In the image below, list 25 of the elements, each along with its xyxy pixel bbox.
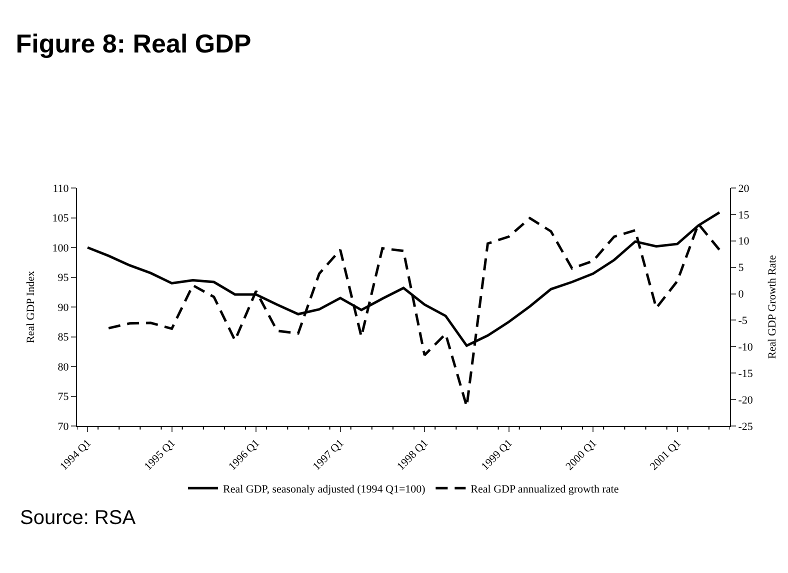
legend-label: Real GDP annualized growth rate — [470, 483, 619, 496]
y2-tick-label: 15 — [738, 209, 750, 222]
y2-tick-label: -20 — [738, 394, 754, 406]
y2-tick-label: 5 — [738, 262, 744, 274]
y-tick-label: 90 — [58, 302, 70, 314]
y2-tick-label: 20 — [738, 182, 750, 195]
y2-tick-label: -15 — [738, 368, 754, 380]
y-axis-title: Real GDP Index — [24, 270, 37, 344]
chart-title: Figure 8: Real GDP — [16, 28, 252, 59]
y-tick-label: 105 — [52, 212, 70, 225]
legend-label: Real GDP, seasonaly adjusted (1994 Q1=100) — [223, 483, 426, 496]
y-tick-label: 100 — [52, 242, 70, 254]
y-tick-label: 80 — [58, 361, 70, 374]
y2-tick-label: -10 — [738, 342, 754, 354]
y-tick-label: 75 — [58, 391, 70, 404]
y-tick-label: 70 — [58, 420, 70, 433]
y2-tick-label: -25 — [738, 420, 754, 433]
y2-tick-label: 0 — [738, 288, 744, 301]
source-note: Source: RSA — [20, 507, 136, 529]
y-tick-label: 95 — [58, 272, 70, 284]
y2-axis-title: Real GDP Growth Rate — [766, 255, 779, 359]
y2-tick-label: -5 — [738, 315, 748, 328]
y-tick-label: 110 — [52, 182, 70, 195]
y-tick-label: 85 — [58, 332, 70, 344]
y2-tick-label: 10 — [738, 236, 750, 248]
